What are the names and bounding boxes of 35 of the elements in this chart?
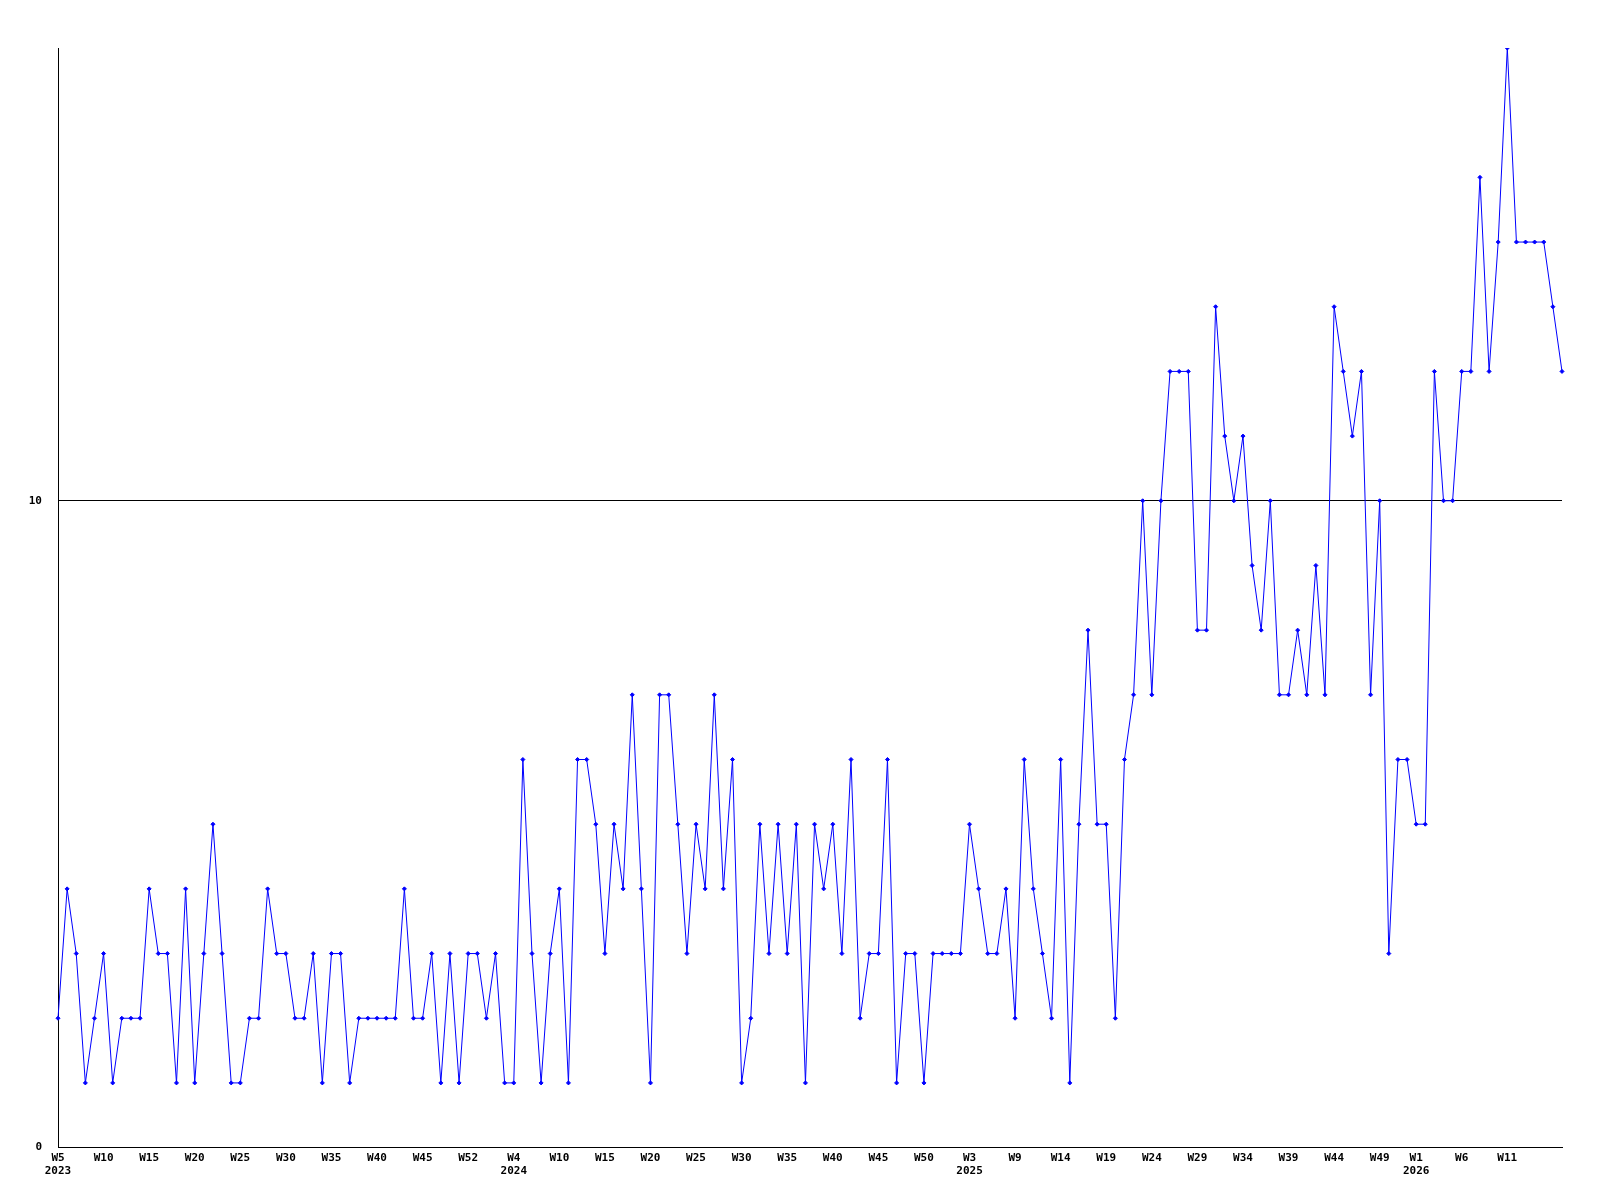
x-tick-label: W34	[1233, 1151, 1254, 1165]
x-tick-label: W20	[640, 1151, 661, 1165]
x-tick-label: W49	[1369, 1151, 1390, 1165]
x-tick-label: W9	[1008, 1151, 1022, 1165]
x-tick-label: W52	[458, 1151, 479, 1165]
x-tick-label: W1 2026	[1402, 1151, 1430, 1178]
x-tick-label: W39	[1278, 1151, 1299, 1165]
x-tick-label: W5 2023	[44, 1151, 72, 1178]
x-tick-label: W11	[1497, 1151, 1518, 1165]
x-tick-label: W15	[139, 1151, 160, 1165]
x-tick-label: W6	[1455, 1151, 1469, 1165]
x-tick-label: W3 2025	[956, 1151, 983, 1178]
x-tick-label: W14	[1050, 1151, 1071, 1165]
x-tick-label: W29	[1187, 1151, 1208, 1165]
y-tick-label: 0	[35, 1140, 42, 1154]
x-tick-label: W15	[594, 1151, 615, 1165]
x-tick-label: W30	[275, 1151, 296, 1165]
x-tick-label: W10	[93, 1151, 114, 1165]
x-tick-label: W4 2024	[500, 1151, 528, 1178]
x-tick-label: W40	[367, 1151, 387, 1165]
y-tick-label: 10	[28, 493, 42, 507]
x-tick-label: W20	[184, 1151, 205, 1165]
x-tick-label: W50	[914, 1151, 934, 1165]
x-tick-label: W35	[321, 1151, 342, 1165]
x-tick-label: W35	[777, 1151, 798, 1165]
x-tick-label: W40	[822, 1151, 843, 1165]
x-tick-label: W25	[230, 1151, 251, 1165]
x-tick-label: W45	[412, 1151, 433, 1165]
x-tick-label: W30	[731, 1151, 752, 1165]
x-tick-label: W24	[1141, 1151, 1163, 1165]
x-tick-label: W44	[1324, 1151, 1345, 1165]
x-tick-label: W10	[549, 1151, 570, 1165]
x-tick-label: W25	[686, 1151, 706, 1165]
x-tick-label: W19	[1096, 1151, 1117, 1165]
x-tick-label: W45	[868, 1151, 889, 1165]
